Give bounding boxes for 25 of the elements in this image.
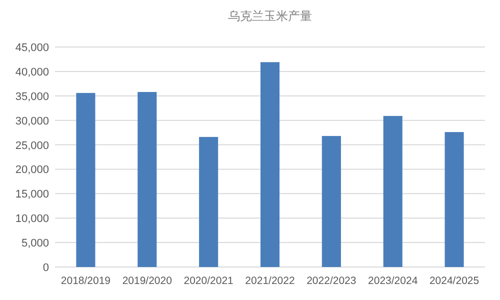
y-tick-label: 10,000: [15, 213, 49, 226]
y-tick-label: 5,000: [21, 238, 49, 250]
bar: [383, 116, 402, 267]
x-tick-label: 2022/2023: [306, 275, 356, 287]
chart-title: 乌克兰玉米产量: [228, 9, 312, 23]
bar: [76, 92, 96, 267]
y-tick-label: 40,000: [15, 66, 49, 78]
y-tick-label: 20,000: [15, 164, 49, 176]
y-tick-label: 35,000: [15, 90, 49, 103]
y-tick-label: 0: [42, 262, 49, 274]
bar: [322, 136, 341, 267]
bar: [260, 62, 280, 267]
x-tick-label: 2021/2022: [245, 275, 295, 287]
bar: [138, 92, 157, 267]
x-tick-label: 2023/2024: [368, 275, 418, 287]
x-tick-label: 2018/2019: [60, 275, 111, 287]
x-tick-label: 2024/2025: [429, 275, 480, 287]
y-tick-label: 45,000: [15, 42, 49, 54]
y-tick-label: 15,000: [15, 188, 49, 201]
x-tick-label: 2019/2020: [122, 275, 172, 287]
bar: [444, 132, 464, 267]
y-tick-label: 25,000: [15, 140, 49, 152]
y-tick-label: 30,000: [15, 115, 49, 128]
bar: [199, 136, 218, 267]
x-tick-label: 2020/2021: [184, 275, 234, 287]
